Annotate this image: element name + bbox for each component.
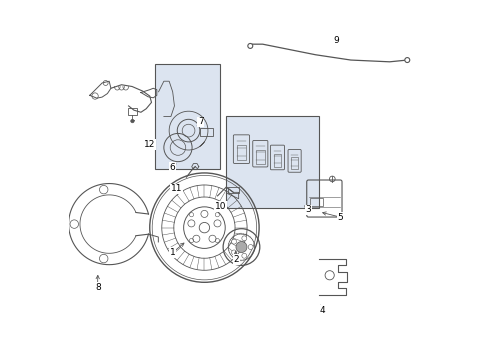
- Circle shape: [248, 44, 253, 48]
- Text: 9: 9: [334, 36, 340, 45]
- Circle shape: [242, 236, 247, 241]
- Bar: [200, 128, 213, 136]
- Circle shape: [248, 244, 253, 249]
- Bar: [256, 150, 265, 164]
- Text: 1: 1: [170, 248, 175, 257]
- Bar: [237, 145, 246, 160]
- Text: 5: 5: [338, 212, 343, 221]
- Text: 4: 4: [320, 306, 325, 315]
- Circle shape: [232, 239, 237, 244]
- Circle shape: [232, 250, 237, 255]
- Circle shape: [405, 58, 410, 63]
- Circle shape: [131, 119, 134, 123]
- Bar: [127, 108, 137, 115]
- Bar: [155, 64, 220, 170]
- Text: 2: 2: [233, 255, 239, 264]
- Circle shape: [236, 242, 247, 252]
- Text: 12: 12: [144, 140, 155, 149]
- Text: 7: 7: [198, 117, 204, 126]
- Bar: [310, 198, 323, 206]
- Bar: [225, 117, 319, 208]
- Bar: [228, 187, 239, 193]
- Text: 11: 11: [171, 184, 182, 193]
- Bar: [273, 154, 281, 167]
- Bar: [291, 157, 298, 169]
- Text: 6: 6: [170, 163, 175, 172]
- Circle shape: [242, 253, 247, 258]
- Text: 8: 8: [95, 283, 101, 292]
- Text: 3: 3: [306, 206, 311, 215]
- Text: 10: 10: [215, 202, 226, 211]
